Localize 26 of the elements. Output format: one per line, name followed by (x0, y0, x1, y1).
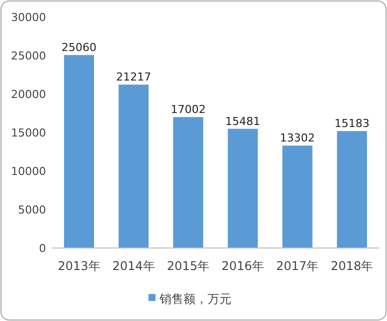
x-tick-label: 2016年 (222, 259, 264, 273)
data-label: 25060 (62, 41, 97, 54)
bar (336, 131, 367, 248)
bar (118, 84, 149, 248)
bar (173, 117, 204, 248)
data-label: 15481 (225, 114, 260, 128)
legend-label: 销售额，万元 (158, 292, 232, 306)
y-tick-label: 15000 (11, 126, 46, 140)
y-tick-label: 30000 (11, 10, 46, 24)
bar (228, 128, 258, 248)
y-tick-label: 25000 (11, 49, 46, 62)
y-tick-label: 10000 (11, 164, 46, 178)
data-label: 15183 (334, 117, 370, 130)
bar (64, 55, 94, 248)
x-tick-label: 2017年 (276, 259, 319, 273)
data-label: 21217 (116, 70, 152, 84)
x-tick-label: 2013年 (58, 259, 100, 273)
y-tick-label: 0 (39, 242, 46, 255)
x-tick-label: 2014年 (112, 259, 155, 273)
data-label: 17002 (170, 103, 206, 116)
x-tick-label: 2015年 (166, 259, 210, 273)
data-label: 13302 (280, 132, 315, 145)
y-tick-label: 20000 (11, 88, 46, 101)
y-tick-label: 5000 (18, 203, 46, 216)
x-tick-label: 2018年 (330, 259, 374, 273)
bar (282, 146, 312, 248)
